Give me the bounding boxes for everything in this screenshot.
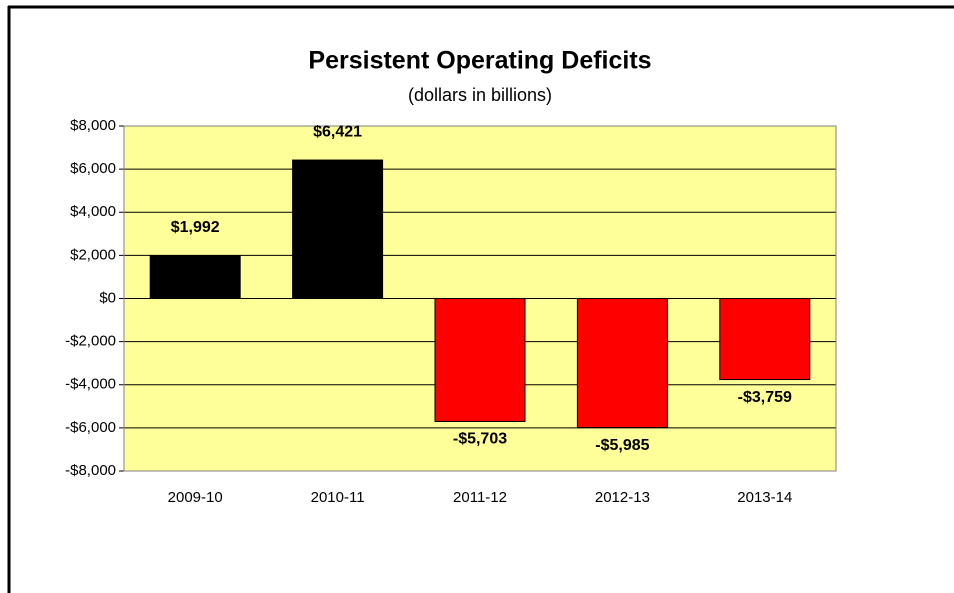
y-tick-label: $2,000 — [70, 246, 116, 263]
y-tick-label: $8,000 — [70, 117, 116, 134]
x-tick-label: 2013-14 — [737, 489, 792, 506]
bar — [576, 298, 668, 429]
bar — [434, 298, 526, 422]
value-label: -$3,759 — [738, 389, 792, 406]
y-tick-label: $6,000 — [70, 160, 116, 177]
x-tick-label: 2012-13 — [595, 489, 650, 506]
value-label: $1,992 — [171, 219, 220, 236]
x-tick-label: 2011-12 — [453, 489, 507, 506]
y-tick-label: -$8,000 — [65, 462, 116, 479]
y-tick-label: -$2,000 — [65, 333, 116, 350]
y-tick-label: -$4,000 — [65, 376, 116, 393]
chart-title: Persistent Operating Deficits — [308, 47, 651, 75]
value-label: -$5,985 — [595, 437, 649, 454]
plot-border — [123, 125, 837, 472]
bar — [719, 298, 811, 381]
chart-subtitle: (dollars in billions) — [408, 85, 552, 105]
x-tick-label: 2010-11 — [311, 489, 365, 506]
y-tick-label: $4,000 — [70, 203, 116, 220]
y-tick-label: -$6,000 — [65, 419, 116, 436]
value-label: -$5,703 — [453, 431, 507, 448]
x-tick-label: 2009-10 — [168, 489, 223, 506]
bar — [149, 255, 241, 299]
value-label: $6,421 — [313, 123, 362, 140]
y-tick-label: $0 — [99, 289, 116, 306]
bar — [292, 159, 384, 299]
